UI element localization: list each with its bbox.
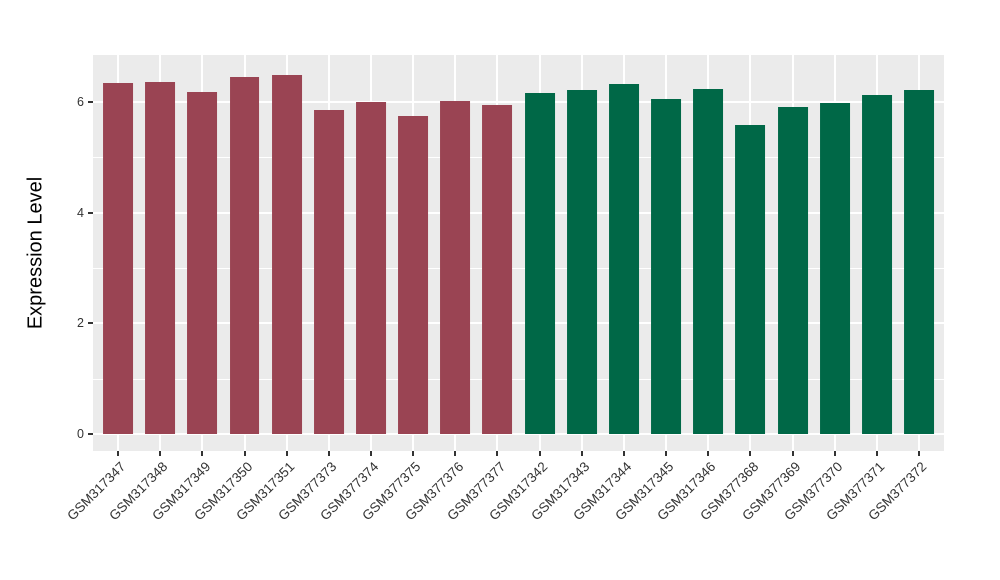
x-tick-mark bbox=[580, 451, 583, 456]
x-tick-mark bbox=[496, 451, 499, 456]
y-tick-mark bbox=[88, 322, 93, 325]
bar bbox=[651, 98, 682, 434]
category-slot: GSM317349 bbox=[149, 55, 223, 523]
bar bbox=[693, 88, 724, 434]
category-slot: GSM317344 bbox=[570, 55, 645, 523]
category-slot: GSM377376 bbox=[402, 55, 476, 523]
y-tick-mark bbox=[88, 100, 93, 103]
category-slot: GSM317350 bbox=[191, 55, 265, 523]
x-tick-mark bbox=[665, 451, 668, 456]
bar bbox=[145, 81, 176, 434]
bar bbox=[735, 124, 766, 434]
minor-gridline bbox=[93, 378, 944, 380]
x-tick-mark bbox=[327, 451, 330, 456]
bar bbox=[566, 89, 597, 434]
x-tick-mark bbox=[791, 451, 794, 456]
category-slot: GSM317345 bbox=[613, 55, 687, 523]
x-tick-mark bbox=[370, 451, 373, 456]
major-gridline bbox=[93, 433, 944, 435]
major-gridline bbox=[93, 211, 944, 214]
major-gridline bbox=[93, 322, 944, 325]
y-tick-label: 0 bbox=[77, 427, 84, 441]
bar bbox=[904, 89, 935, 434]
x-tick-mark bbox=[201, 451, 204, 456]
x-tick-mark bbox=[622, 451, 625, 456]
bar bbox=[271, 74, 302, 434]
category-slot: GSM317346 bbox=[655, 55, 729, 523]
bar bbox=[524, 93, 555, 434]
bar bbox=[777, 107, 808, 434]
bar bbox=[187, 91, 218, 434]
category-slot: GSM317342 bbox=[486, 55, 561, 523]
bar bbox=[440, 100, 471, 434]
category-slot: GSM377368 bbox=[697, 55, 771, 523]
y-tick-label: 6 bbox=[77, 94, 84, 109]
category-slot: GSM377373 bbox=[275, 55, 350, 523]
plot-panel: GSM317347 GSM317348 GSM317349 GSM317350 GSM3… bbox=[64, 55, 944, 523]
category-slot: GSM377372 bbox=[865, 55, 940, 523]
category-slot: GSM377370 bbox=[781, 55, 856, 523]
bars-layer: GSM317347 GSM317348 GSM317349 GSM317350 GSM3… bbox=[64, 55, 944, 523]
x-tick-mark bbox=[707, 451, 710, 456]
x-tick-mark bbox=[243, 451, 246, 456]
bar bbox=[482, 104, 513, 434]
category-slot: GSM377377 bbox=[444, 55, 518, 523]
y-tick-mark bbox=[88, 211, 93, 214]
bar bbox=[313, 109, 344, 434]
minor-gridline bbox=[93, 267, 944, 269]
y-tick-label: 4 bbox=[77, 205, 84, 220]
bar bbox=[229, 77, 260, 434]
bar bbox=[608, 84, 639, 434]
x-tick-mark bbox=[918, 451, 921, 456]
category-slot: GSM317343 bbox=[528, 55, 603, 523]
x-tick-mark bbox=[749, 451, 752, 456]
bar bbox=[861, 94, 892, 434]
category-slot: GSM377369 bbox=[739, 55, 814, 523]
bar bbox=[103, 83, 134, 434]
x-tick-mark bbox=[117, 451, 120, 456]
category-slot: GSM317351 bbox=[233, 55, 308, 523]
x-tick-mark bbox=[875, 451, 878, 456]
x-tick-mark bbox=[285, 451, 288, 456]
category-slot: GSM377371 bbox=[823, 55, 898, 523]
category-slot: GSM317347 bbox=[64, 55, 139, 523]
x-tick-mark bbox=[454, 451, 457, 456]
y-axis-title: Expression Level bbox=[24, 176, 47, 330]
x-tick-mark bbox=[833, 451, 836, 456]
x-tick-mark bbox=[412, 451, 415, 456]
bar bbox=[398, 115, 429, 434]
minor-gridline bbox=[93, 157, 944, 159]
category-slot: GSM377374 bbox=[317, 55, 392, 523]
bar bbox=[356, 101, 386, 434]
x-tick-mark bbox=[159, 451, 162, 456]
x-tick-mark bbox=[538, 451, 541, 456]
y-tick-mark bbox=[88, 433, 93, 435]
y-tick-label: 2 bbox=[77, 316, 84, 331]
bar bbox=[819, 103, 850, 434]
category-slot: GSM377375 bbox=[360, 55, 434, 523]
major-gridline bbox=[93, 100, 944, 103]
category-slot: GSM317348 bbox=[107, 55, 181, 523]
